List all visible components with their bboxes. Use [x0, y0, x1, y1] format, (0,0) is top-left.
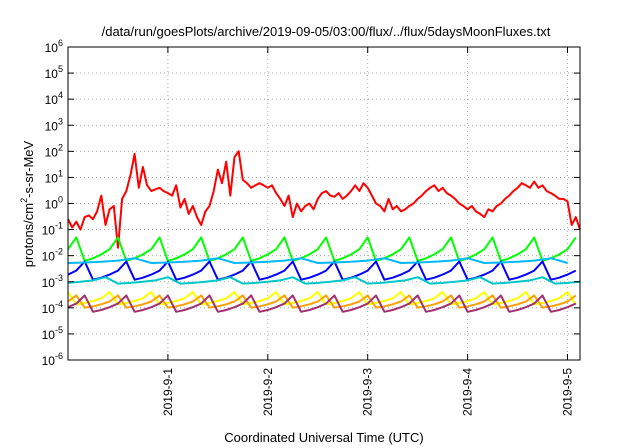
y-tick-label: 10-4: [42, 299, 63, 316]
y-tick-label: 104: [45, 90, 63, 107]
y-tick-label: 10-2: [42, 247, 63, 264]
x-tick-label: 2019-9-1: [161, 368, 175, 416]
y-tick-label: 103: [45, 116, 63, 133]
y-axis-label: protons/cm2-s-sr-MeV: [19, 140, 36, 267]
y-axis-ticks: 106 105 104 103 102 101 100 10-1 10-2 10-3 10-4 10-…: [42, 38, 580, 368]
y-tick-label: 106: [45, 38, 63, 55]
y-tick-label: 105: [45, 64, 63, 81]
series-line-5: [67, 257, 568, 264]
y-tick-label: 10-1: [42, 221, 63, 238]
x-axis-ticks: 2019-9-1 2019-9-2 2019-9-3 2019-9-4 2019-9-5: [161, 47, 575, 416]
y-tick-label: 10-3: [42, 273, 63, 290]
x-tick-label: 2019-9-3: [361, 368, 375, 416]
x-tick-label: 2019-9-5: [561, 368, 575, 416]
x-axis-label: Coordinated Universal Time (UTC): [224, 430, 423, 445]
y-tick-label: 10-5: [42, 325, 63, 342]
chart-title: /data/run/goesPlots/archive/2019-09-05/0…: [102, 24, 551, 39]
series-line-8: [67, 294, 577, 313]
y-tick-label: 10-6: [42, 351, 63, 368]
series-layer: [67, 150, 581, 313]
y-tick-label: 100: [45, 195, 63, 212]
x-tick-label: 2019-9-4: [461, 368, 475, 416]
grid-lines: [68, 47, 580, 360]
x-tick-label: 2019-9-2: [261, 368, 275, 416]
y-tick-label: 102: [45, 142, 63, 159]
series-line-7: [67, 294, 577, 309]
series-line-4: [67, 276, 581, 285]
series-line-3: [67, 260, 577, 281]
series-line-1: [67, 150, 581, 249]
y-tick-label: 101: [45, 168, 63, 185]
series-line-2: [67, 236, 577, 262]
